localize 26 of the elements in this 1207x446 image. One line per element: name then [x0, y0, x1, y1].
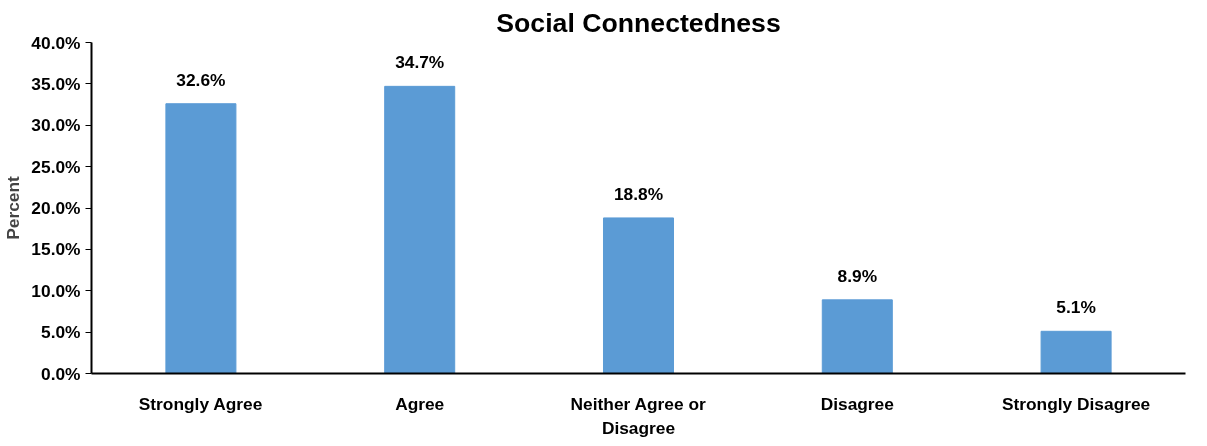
data-label: 8.9% [837, 265, 878, 286]
y-tick-label: 5.0% [41, 322, 81, 343]
y-tick-label: 30.0% [31, 115, 81, 136]
bar [602, 217, 675, 374]
y-tick-label: 15.0% [31, 239, 81, 260]
x-tick-label: Agree [395, 393, 445, 414]
y-tick-label: 0.0% [41, 363, 81, 384]
y-tick-label: 40.0% [31, 32, 81, 53]
y-tick-label: 25.0% [31, 156, 81, 177]
data-label: 32.6% [176, 69, 226, 90]
bar [384, 85, 456, 374]
x-tick-label: Strongly Disagree [1001, 393, 1151, 414]
x-tick-label: Neither Agree or Disagree [570, 393, 706, 438]
y-tick-label: 35.0% [31, 73, 81, 94]
y-tick-label: 10.0% [31, 280, 81, 301]
bar [821, 299, 893, 374]
data-label: 5.1% [1056, 297, 1096, 318]
data-label: 34.7% [395, 52, 445, 73]
y-axis-title: Percent [3, 175, 24, 240]
x-tick-label: Disagree [820, 393, 895, 414]
y-tick-label: 20.0% [31, 198, 81, 218]
data-label: 18.8% [613, 183, 664, 204]
x-tick-label: Strongly Agree [138, 393, 263, 414]
bar [165, 103, 237, 374]
bar [1040, 330, 1112, 374]
chart-title: Social Connectedness [496, 7, 781, 38]
